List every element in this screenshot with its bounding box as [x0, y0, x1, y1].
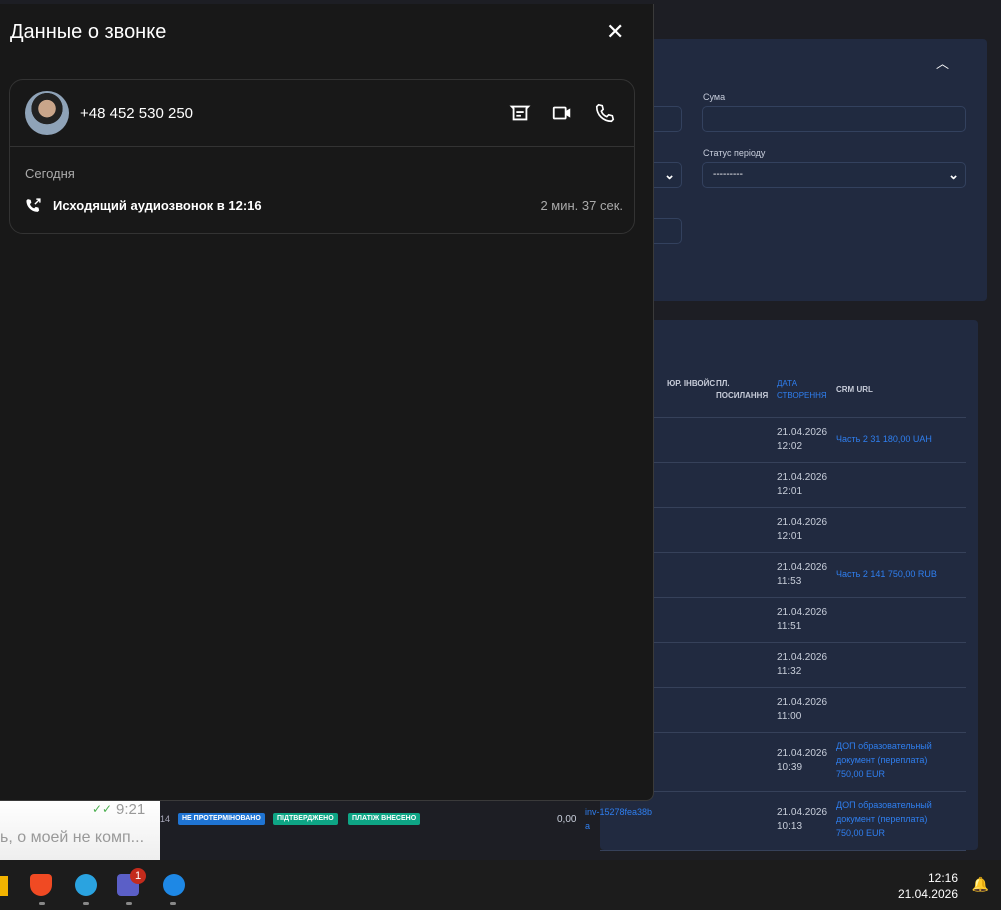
table-row: 21.04.2026 11:51	[600, 597, 966, 642]
created-date: 21.04.2026 11:00	[777, 697, 828, 722]
chat-notification[interactable]: ✓✓ 9:21 ь, о моей не комп...	[0, 801, 160, 860]
row-amount: 0,00	[557, 814, 577, 825]
header-created-date[interactable]: ДАТА СТВОРЕННЯ	[777, 379, 827, 400]
call-duration: 2 мин. 37 сек.	[540, 198, 623, 213]
dialog-title: Данные о звонке	[10, 21, 167, 43]
filters-panel: ︿ Сума ⌄ Статус періоду --------- ⌄	[590, 39, 987, 301]
contact-card: +48 452 530 250 Сегодня Исходящий аудиоз…	[9, 79, 635, 234]
created-date: 21.04.2026 12:01	[777, 472, 828, 497]
notifications-snooze-icon[interactable]: 🔔	[971, 876, 989, 892]
close-icon[interactable]: ✕	[606, 19, 625, 44]
period-status-label: Статус періоду	[703, 148, 766, 158]
message-icon[interactable]	[509, 102, 531, 124]
telegram-icon[interactable]	[75, 874, 97, 896]
created-date: 21.04.2026 12:02	[777, 427, 828, 452]
table-row: 21.04.2026 10:39 ДОП образовательный докум…	[600, 732, 966, 791]
created-date: 21.04.2026 11:32	[777, 652, 828, 677]
sum-label: Сума	[703, 92, 726, 102]
invoice-link[interactable]: inv-15278fea38ba	[585, 807, 653, 831]
collapse-chevron-up-icon[interactable]: ︿	[936, 56, 950, 71]
crm-link[interactable]: Часть 2 141 750,00 RUB	[836, 569, 937, 579]
brave-browser-icon[interactable]	[30, 874, 52, 896]
avatar	[25, 91, 69, 135]
running-indicator	[126, 902, 132, 905]
file-explorer-icon[interactable]	[0, 876, 8, 896]
chevron-down-icon: ⌄	[664, 167, 675, 182]
crm-link[interactable]: ДОП образовательный документ (переплата)…	[836, 800, 932, 838]
table-divider	[600, 850, 966, 851]
taskbar: 1 12:16 21.04.2026 🔔	[0, 860, 1001, 910]
call-description: Исходящий аудиозвонок в 12:16	[53, 198, 262, 213]
phone-app-icon[interactable]	[163, 874, 185, 896]
table-row: 21.04.2026 12:02 Часть 2 31 180,00 UAH	[600, 417, 966, 462]
table-row: 21.04.2026 10:13 ДОП образовательный докум…	[600, 791, 966, 850]
status-badge: ПІДТВЕРДЖЕНО	[273, 813, 338, 825]
table-row: 21.04.2026 12:01	[600, 507, 966, 552]
clock-time: 12:16	[927, 871, 958, 885]
notification-time: 9:21	[116, 801, 146, 818]
header-payment-link: ПЛ. ПОСИЛАННЯ	[716, 379, 769, 400]
table-row: 21.04.2026 11:00	[600, 687, 966, 732]
system-clock[interactable]: 12:16 21.04.2026	[898, 870, 958, 902]
running-indicator	[170, 902, 176, 905]
sum-input[interactable]	[702, 106, 966, 132]
created-date: 21.04.2026 12:01	[777, 517, 828, 542]
notification-text: ь, о моей не комп...	[0, 829, 145, 846]
status-badge: НЕ ПРОТЕРМІНОВАНО	[178, 813, 265, 825]
invoices-table: ЮР. ІНВОЙС ПЛ. ПОСИЛАННЯ ДАТА СТВОРЕННЯ …	[600, 320, 978, 851]
crm-link[interactable]: Часть 2 31 180,00 UAH	[836, 434, 932, 444]
video-call-icon[interactable]	[551, 102, 573, 124]
chevron-down-icon: ⌄	[948, 167, 959, 182]
crm-link[interactable]: ДОП образовательный документ (переплата)…	[836, 741, 932, 779]
running-indicator	[83, 902, 89, 905]
clock-date: 21.04.2026	[897, 887, 958, 901]
day-label: Сегодня	[25, 166, 75, 181]
header-crm-url: CRM URL	[836, 385, 873, 394]
created-date: 21.04.2026 10:39	[777, 748, 828, 773]
table-row: 21.04.2026 11:32	[600, 642, 966, 687]
divider	[10, 146, 634, 147]
header-legal-invoice: ЮР. ІНВОЙС	[667, 379, 716, 388]
running-indicator	[39, 902, 45, 905]
period-status-value: ---------	[713, 169, 743, 180]
created-date: 21.04.2026 11:53	[777, 562, 828, 587]
outgoing-call-icon	[26, 198, 41, 212]
table-row: 21.04.2026 11:53 Часть 2 141 750,00 RUB	[600, 552, 966, 597]
table-row: 21.04.2026 12:01	[600, 462, 966, 507]
created-date: 21.04.2026 11:51	[777, 607, 828, 632]
phone-call-icon[interactable]	[594, 102, 616, 124]
status-badge: ПЛАТІЖ ВНЕСЕНО	[348, 813, 421, 825]
contact-phone: +48 452 530 250	[80, 105, 194, 122]
created-date: 21.04.2026 10:13	[777, 807, 828, 832]
read-checkmarks-icon: ✓✓	[92, 802, 113, 816]
call-details-dialog: Данные о звонке ✕ +48 452 530 250 Сегодн…	[0, 4, 654, 801]
teams-notification-badge: 1	[130, 868, 146, 884]
period-status-select[interactable]: --------- ⌄	[702, 162, 966, 188]
row-id-fragment: 14	[160, 814, 171, 824]
